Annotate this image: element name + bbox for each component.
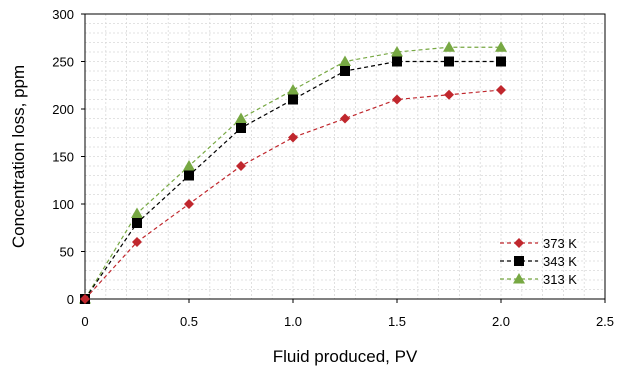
data-point: [236, 161, 246, 171]
data-point: [496, 56, 506, 67]
y-tick-label: 250: [52, 55, 74, 70]
data-point: [287, 84, 299, 95]
data-point: [184, 199, 194, 209]
data-point: [132, 218, 142, 228]
ticks: 0 0.5 1.0 1.5 2.0 2.5 0 50 100 150 200 250 300: [52, 7, 614, 329]
data-point: [339, 55, 351, 66]
grid: [85, 14, 605, 299]
data-point: [184, 170, 194, 181]
y-tick-label: 150: [52, 150, 74, 165]
data-point: [80, 294, 90, 304]
legend-label: 313 K: [543, 272, 577, 287]
data-point: [288, 132, 298, 143]
data-point: [183, 160, 195, 171]
data-point: [444, 89, 454, 100]
data-point: [340, 113, 350, 124]
series-373-k: [80, 85, 506, 304]
y-tick-label: 0: [67, 292, 74, 307]
x-tick-label: 0.5: [180, 314, 198, 329]
x-tick-label: 2.0: [492, 314, 510, 329]
y-tick-label: 200: [52, 102, 74, 117]
x-tick-label: 0: [81, 314, 88, 329]
legend: 373 K 343 K 313 K: [500, 236, 577, 287]
data-point: [444, 56, 454, 67]
series-line: [84, 60, 501, 300]
data-point: [495, 41, 507, 52]
data-point: [235, 112, 247, 123]
legend-label: 343 K: [543, 254, 577, 269]
data-point: [391, 46, 403, 57]
data-point: [392, 56, 402, 67]
series-313-k: [79, 41, 507, 304]
legend-item: 313 K: [500, 272, 577, 287]
legend-item: 343 K: [500, 254, 577, 269]
series-line: [84, 89, 502, 300]
x-tick-label: 2.5: [596, 314, 614, 329]
x-tick-label: 1.0: [284, 314, 302, 329]
data-point: [340, 66, 350, 76]
data-point: [132, 237, 142, 247]
x-axis-title: Fluid produced, PV: [273, 347, 418, 366]
data-point: [392, 94, 402, 105]
data-point: [236, 123, 246, 133]
y-tick-label: 50: [60, 245, 74, 260]
y-axis-title: Concentration loss, ppm: [9, 65, 28, 248]
x-tick-label: 1.5: [388, 314, 406, 329]
y-tick-label: 100: [52, 197, 74, 212]
data-point: [496, 85, 506, 95]
legend-item: 373 K: [500, 236, 577, 251]
legend-marker: [514, 238, 524, 248]
y-tick-label: 300: [52, 7, 74, 22]
data-point: [131, 207, 143, 218]
data-point: [443, 41, 455, 52]
data-point: [288, 94, 298, 105]
legend-label: 373 K: [543, 236, 577, 251]
legend-marker: [514, 256, 524, 266]
legend-marker: [513, 273, 525, 284]
series: [79, 41, 507, 304]
